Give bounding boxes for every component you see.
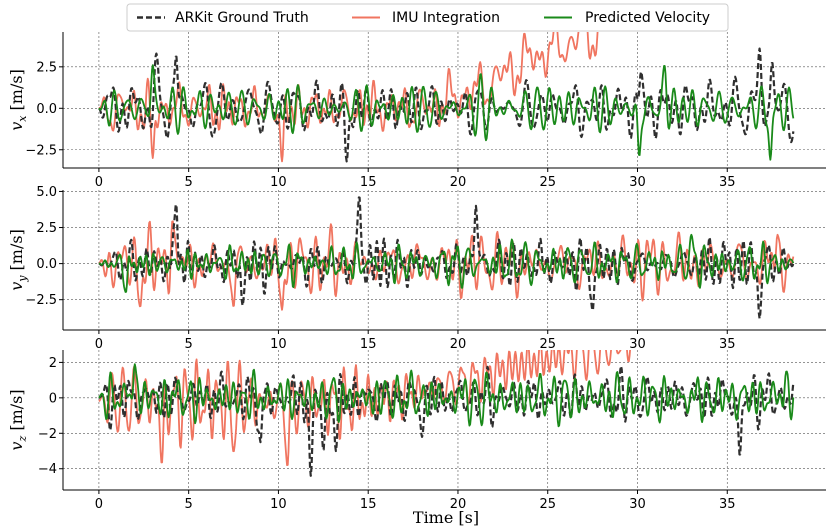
x-tick-label: 5 <box>185 497 193 512</box>
y-tick-label: 0 <box>49 391 57 406</box>
y-axis-unit: [m/s] <box>7 69 26 115</box>
x-tick-label: 35 <box>719 337 736 352</box>
y-axis-symbol: v <box>7 282 26 291</box>
panel-y: 0 5 10 15 20 25 30 35 −2.5 0.0 2.5 5.0 vy [m/s] <box>7 185 826 352</box>
x-tick-label: 25 <box>539 337 556 352</box>
y-axis-unit: [m/s] <box>7 229 26 275</box>
x-tick-label: 20 <box>450 337 467 352</box>
x-tick-label: 5 <box>185 175 193 190</box>
y-axis-title: vy [m/s] <box>7 229 29 291</box>
y-tick-label: −2.5 <box>25 143 57 158</box>
y-axis-symbol: v <box>7 122 26 131</box>
y-tick-label: 2.5 <box>36 221 57 236</box>
series-line-imu-integration <box>98 32 599 163</box>
x-tick-label: 15 <box>360 497 377 512</box>
x-tick-label: 15 <box>360 175 377 190</box>
series-line-predicted-velocity <box>98 363 795 428</box>
legend-label-predicted: Predicted Velocity <box>585 10 710 26</box>
x-tick-label: 10 <box>270 175 287 190</box>
x-tick-label: 20 <box>450 497 467 512</box>
legend: ARKit Ground Truth IMU Integration Predi… <box>126 3 729 32</box>
y-axis-subscript: x <box>16 115 29 122</box>
y-tick-label: 0.0 <box>36 257 57 272</box>
x-tick-label: 5 <box>185 337 193 352</box>
panel-x: 0 5 10 15 20 25 30 35 −2.5 0.0 2.5 vx [m/s] <box>7 32 826 190</box>
x-axis-title: Time [s] <box>413 508 479 527</box>
legend-frame <box>126 3 729 32</box>
y-tick-label: −2 <box>38 427 57 442</box>
series-line-predicted-velocity <box>98 233 795 293</box>
series-line-arkit-ground-truth <box>98 364 795 477</box>
y-tick-label: −4 <box>38 462 57 477</box>
x-tick-label: 30 <box>629 337 646 352</box>
series-line-predicted-velocity <box>98 64 795 161</box>
y-axis-title: vx [m/s] <box>7 69 29 131</box>
x-tick-label: 35 <box>719 497 736 512</box>
x-tick-label: 30 <box>629 175 646 190</box>
x-tick-label: 0 <box>95 337 103 352</box>
y-axis-subscript: y <box>16 275 29 283</box>
y-tick-label: −2.5 <box>25 293 57 308</box>
y-axis-title: vz [m/s] <box>7 389 29 450</box>
y-tick-label: 0.0 <box>36 102 57 117</box>
y-axis-unit: [m/s] <box>7 389 26 435</box>
panel-z: 0 5 10 15 20 25 30 35 −4 −2 0 2 vz [m/s] <box>7 350 826 512</box>
series-line-arkit-ground-truth <box>98 47 795 163</box>
x-tick-label: 10 <box>270 337 287 352</box>
series-line-imu-integration <box>98 350 631 467</box>
x-tick-label: 30 <box>629 497 646 512</box>
x-tick-label: 0 <box>95 175 103 190</box>
y-tick-label: 2.5 <box>36 60 57 75</box>
legend-label-ground-truth: ARKit Ground Truth <box>175 10 309 26</box>
y-axis-subscript: z <box>16 436 29 443</box>
x-tick-label: 10 <box>270 497 287 512</box>
series-line-arkit-ground-truth <box>98 196 795 320</box>
x-tick-label: 15 <box>360 337 377 352</box>
y-axis-symbol: v <box>7 442 26 451</box>
legend-label-imu: IMU Integration <box>392 10 500 26</box>
x-tick-label: 25 <box>539 497 556 512</box>
y-tick-label: 2 <box>49 356 57 371</box>
x-tick-label: 35 <box>719 175 736 190</box>
x-tick-label: 20 <box>450 175 467 190</box>
y-tick-label: 5.0 <box>36 185 57 200</box>
x-tick-label: 0 <box>95 497 103 512</box>
x-tick-label: 25 <box>539 175 556 190</box>
